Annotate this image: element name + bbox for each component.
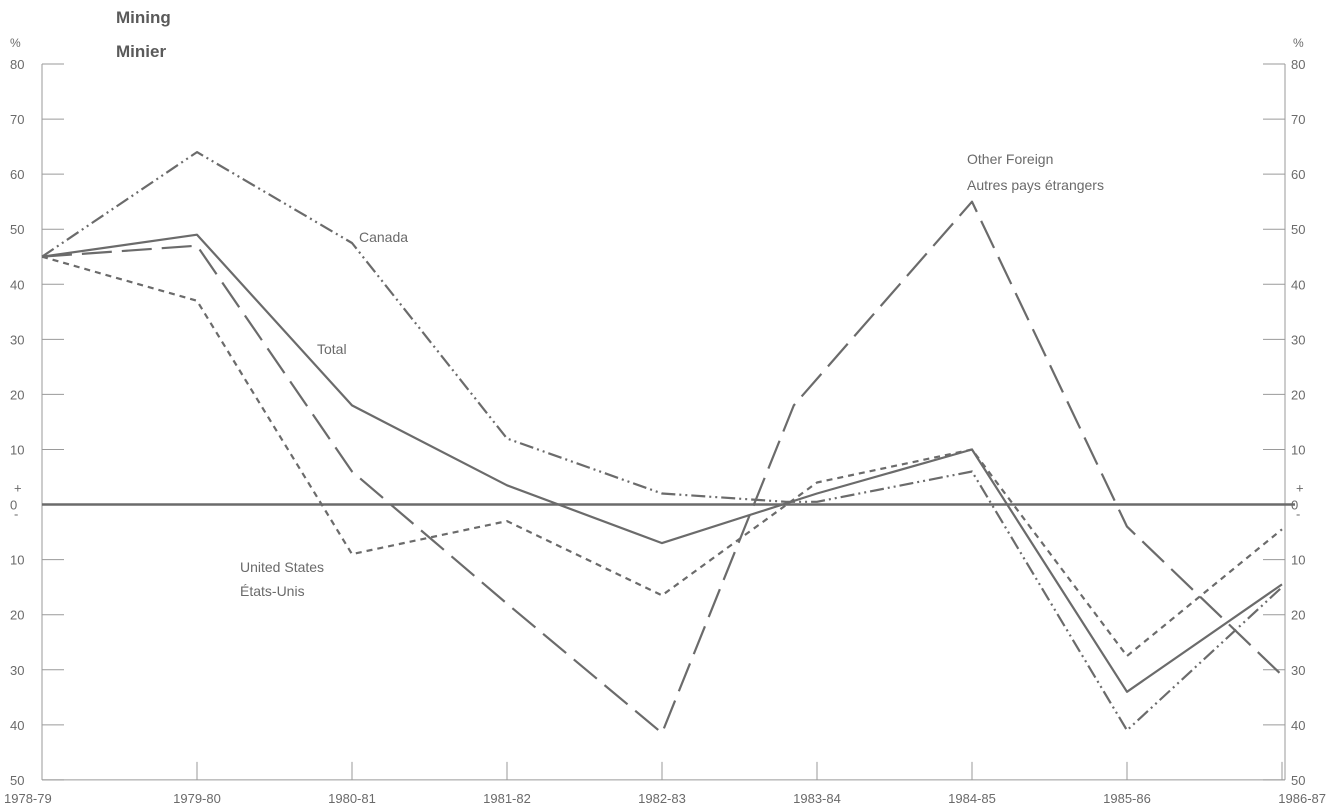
y-tick-label-right: 60	[1291, 167, 1305, 182]
y-tick-label-left: 70	[10, 112, 24, 127]
x-tick-label: 1984-85	[948, 791, 996, 806]
x-tick-label: 1983-84	[793, 791, 841, 806]
y-tick-label-left: 30	[10, 332, 24, 347]
y-tick-label-left: 80	[10, 57, 24, 72]
series-line-united-states	[41, 255, 1283, 658]
x-tick-label: 1986-87	[1278, 791, 1326, 806]
minus-sign-left: -	[14, 507, 18, 522]
y-tick-label-left: 20	[10, 608, 24, 623]
y-tick-label-right: 50	[1291, 222, 1305, 237]
y-tick-label-right: 10	[1291, 553, 1305, 568]
other-foreign-label-en: Other Foreign	[967, 151, 1054, 167]
y-tick-label-right: 40	[1291, 718, 1305, 733]
y-tick-label-left: 20	[10, 387, 24, 402]
plus-sign-right: +	[1296, 481, 1304, 496]
y-tick-label-left: 10	[10, 442, 24, 457]
y-tick-label-right: 10	[1291, 442, 1305, 457]
united-states-label-en: United States	[240, 559, 325, 575]
x-tick-label: 1981-82	[483, 791, 531, 806]
canada-series-label: Canada	[359, 229, 409, 245]
x-tick-label: 1979-80	[173, 791, 221, 806]
x-tick-label: 1980-81	[328, 791, 376, 806]
y-tick-label-left: 50	[10, 773, 24, 788]
plus-sign-left: +	[14, 481, 22, 496]
y-tick-label-left: 40	[10, 718, 24, 733]
y-tick-label-right: 30	[1291, 663, 1305, 678]
x-tick-label: 1985-86	[1103, 791, 1151, 806]
y-tick-label-left: 60	[10, 167, 24, 182]
minus-sign-right: -	[1296, 507, 1300, 522]
x-tick-label: 1982-83	[638, 791, 686, 806]
y-tick-label-left: 10	[10, 553, 24, 568]
x-tick-label: 1978-79	[4, 791, 52, 806]
other-foreign-label-fr: Autres pays étrangers	[967, 177, 1104, 193]
right-axis-unit: %	[1293, 36, 1304, 50]
y-tick-label-left: 30	[10, 663, 24, 678]
y-tick-label-left: 40	[10, 277, 24, 292]
y-tick-label-right: 50	[1291, 773, 1305, 788]
total-series-label: Total	[317, 341, 347, 357]
y-tick-label-left: 0	[10, 498, 17, 513]
y-tick-label-right: 20	[1291, 387, 1305, 402]
y-tick-label-right: 40	[1291, 277, 1305, 292]
y-tick-label-right: 20	[1291, 608, 1305, 623]
united-states-label-fr: États-Unis	[240, 583, 305, 599]
y-tick-label-right: 80	[1291, 57, 1305, 72]
y-tick-label-right: 30	[1291, 332, 1305, 347]
series-line-canada	[41, 151, 1283, 732]
y-tick-label-right: 70	[1291, 112, 1305, 127]
chart-subtitle: Minier	[116, 42, 167, 61]
y-tick-label-left: 50	[10, 222, 24, 237]
left-axis-unit: %	[10, 36, 21, 50]
series-line-other-foreign	[41, 200, 1283, 735]
chart-title: Mining	[116, 8, 171, 27]
